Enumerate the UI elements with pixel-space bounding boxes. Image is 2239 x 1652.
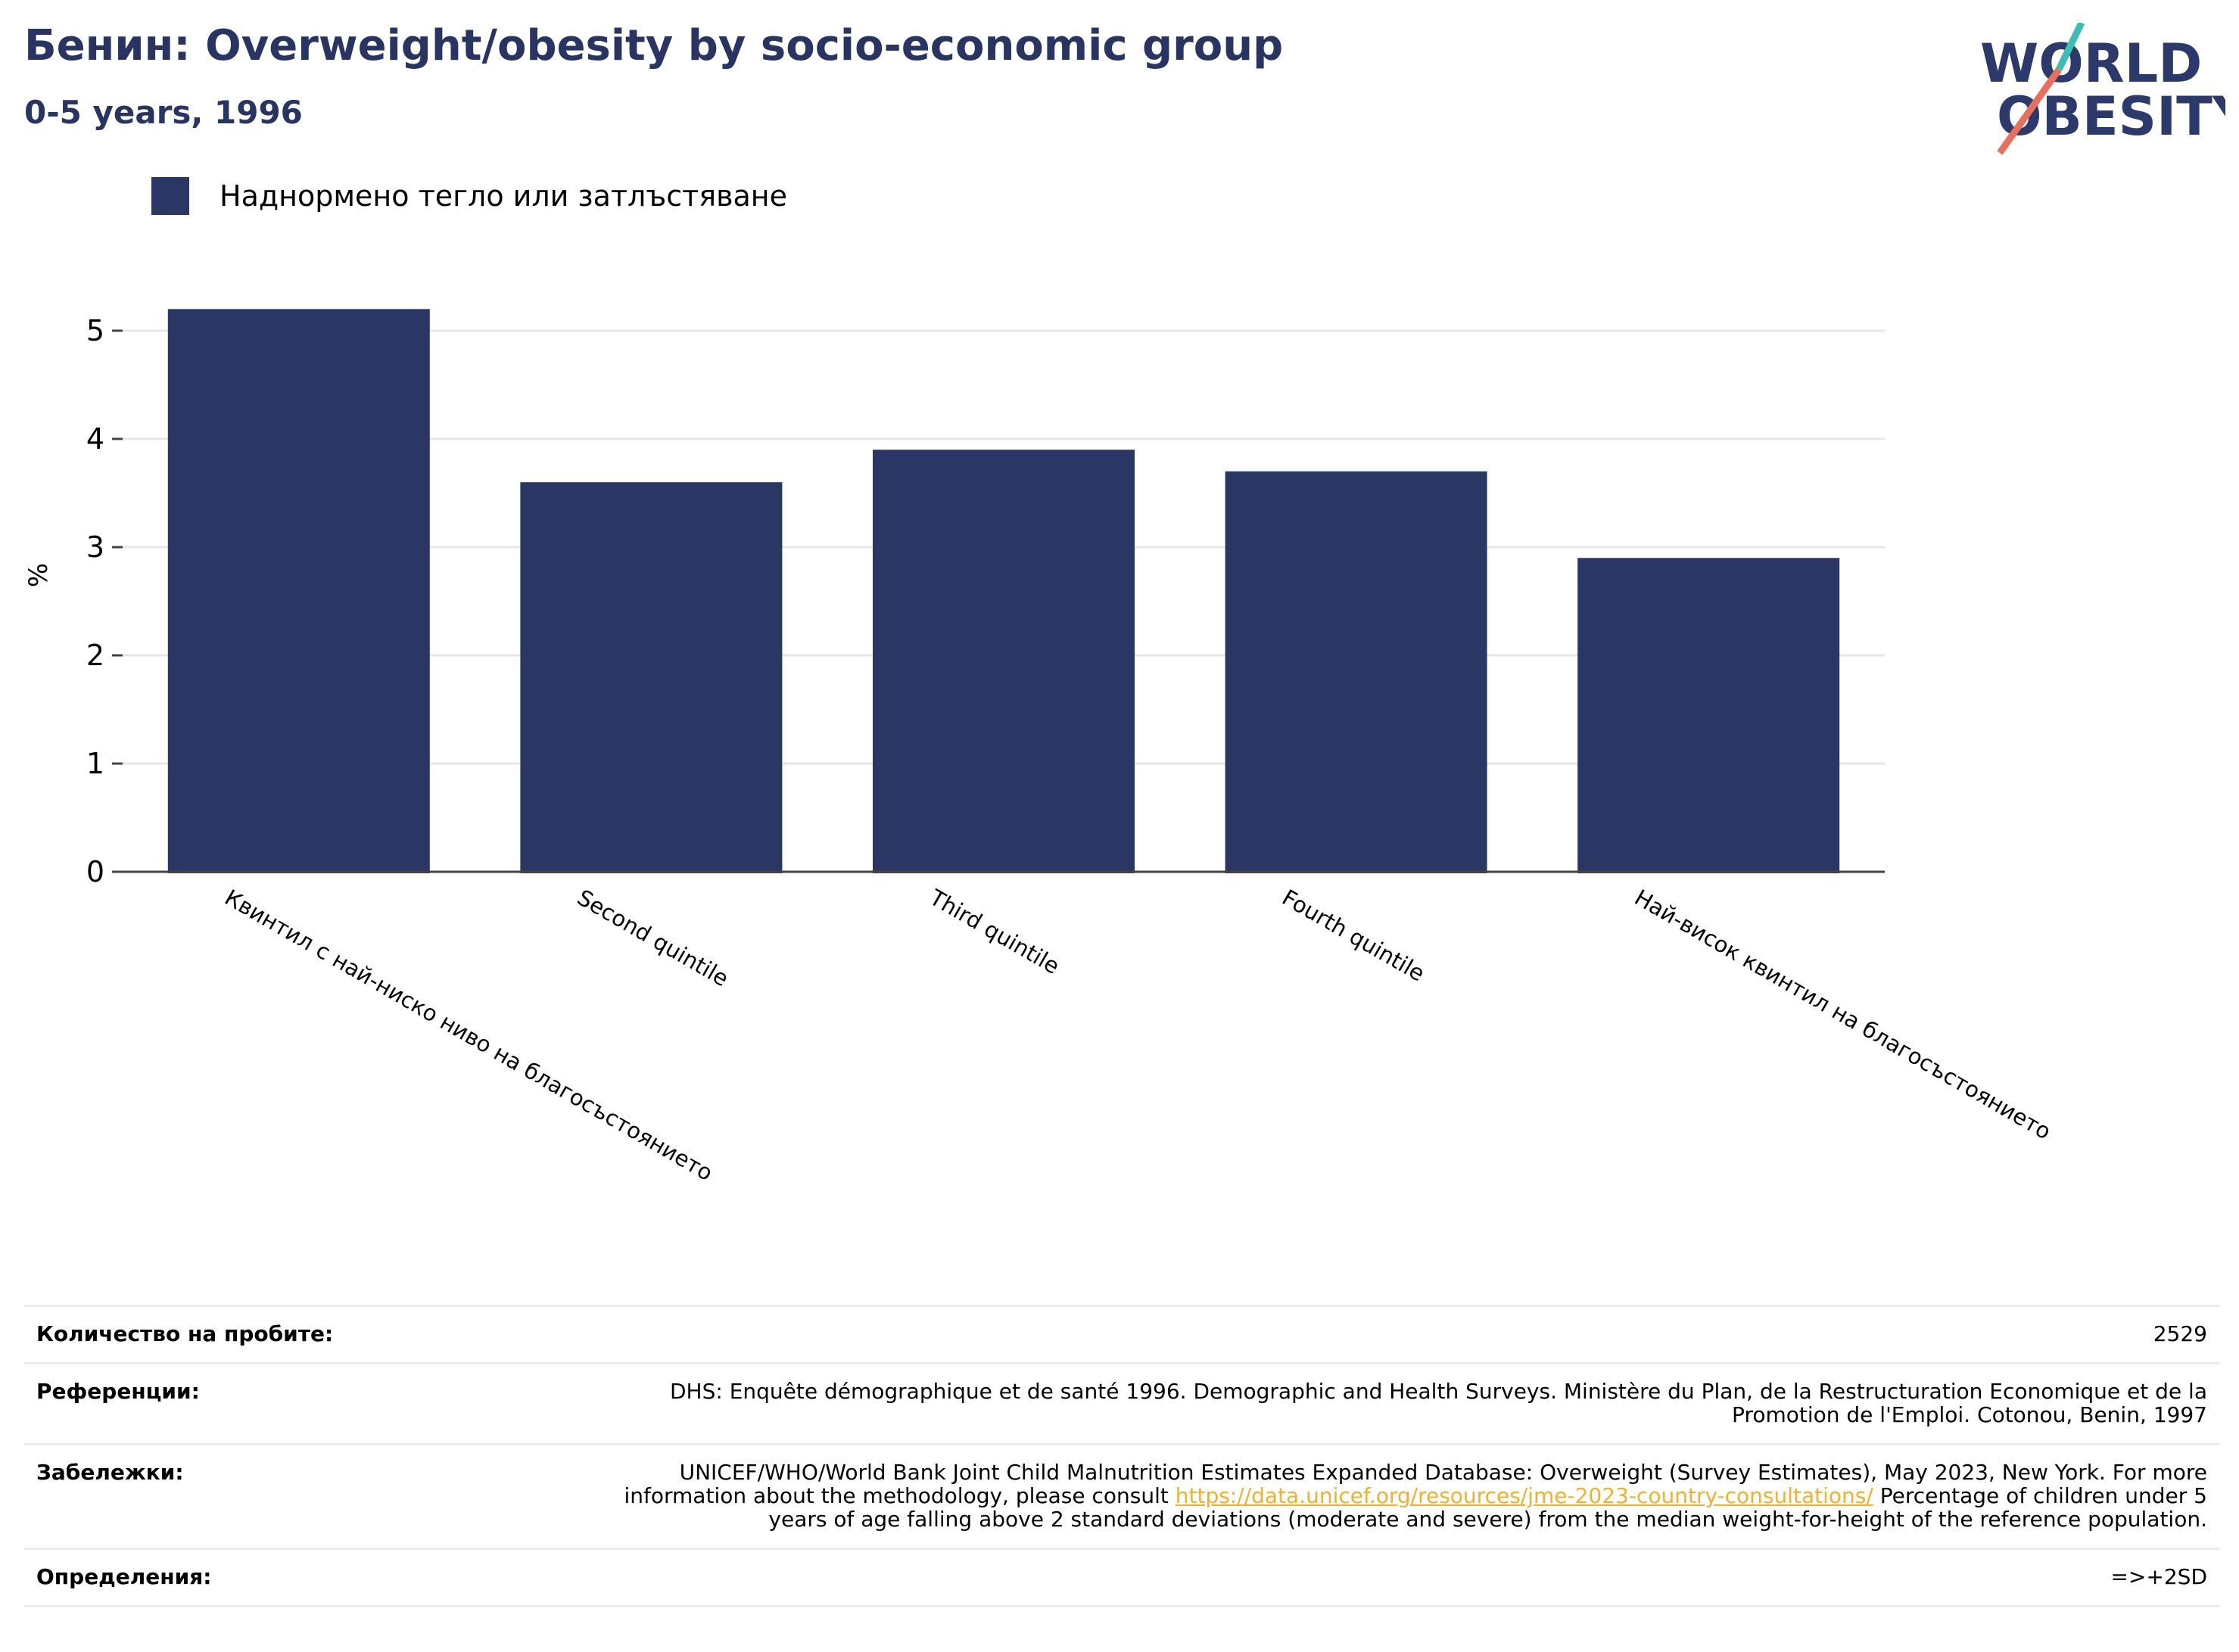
chart-subtitle: 0-5 years, 1996 [24, 94, 303, 131]
bars [167, 309, 1840, 873]
methodology-link[interactable]: https://data.unicef.org/resources/jme-20… [1175, 1483, 1873, 1508]
y-tick-label: 1 [86, 747, 104, 780]
y-axis-ticks: 0 1 2 3 4 5 [86, 314, 123, 888]
bar[interactable] [1577, 558, 1840, 873]
info-key: Референции: [24, 1362, 578, 1445]
legend-label: Наднормено тегло или затлъстяване [220, 179, 787, 213]
logo-line-1: WORLD [1980, 33, 2202, 95]
info-key: Определения: [24, 1548, 578, 1607]
info-value: 2529 [578, 1305, 2219, 1364]
bar[interactable] [1225, 471, 1487, 873]
y-tick-label: 5 [86, 314, 104, 347]
info-key: Забележки: [24, 1443, 578, 1550]
y-tick-label: 3 [86, 530, 104, 564]
info-table: Количество на пробите: 2529 Референции: … [24, 1305, 2219, 1607]
bar[interactable] [520, 482, 783, 873]
notes-text-after: Percentage of children under 5 years of … [768, 1483, 2207, 1532]
info-value: UNICEF/WHO/World Bank Joint Child Malnut… [578, 1443, 2219, 1550]
info-row-sample-size: Количество на пробите: 2529 [24, 1305, 2219, 1364]
x-axis-labels: Квинтил с най-ниско ниво на благосъстоян… [220, 884, 2055, 1186]
x-category-label: Third quintile [925, 884, 1064, 979]
chart-title: Бенин: Overweight/obesity by socio-econo… [24, 21, 1284, 70]
bar[interactable] [167, 309, 430, 873]
y-tick-label: 2 [86, 639, 104, 672]
info-value: =>+2SD [578, 1548, 2219, 1607]
logo-line-2: OBESITY [1997, 86, 2225, 148]
x-category-label: Second quintile [573, 885, 733, 992]
info-row-references: Референции: DHS: Enquête démographique e… [24, 1362, 2219, 1445]
info-row-notes: Забележки: UNICEF/WHO/World Bank Joint C… [24, 1443, 2219, 1550]
info-row-definitions: Определения: =>+2SD [24, 1548, 2219, 1607]
info-key: Количество на пробите: [24, 1305, 578, 1364]
x-category-label: Fourth quintile [1278, 885, 1429, 987]
legend: Наднормено тегло или затлъстяване [151, 177, 787, 215]
info-value: DHS: Enquête démographique et de santé 1… [578, 1362, 2219, 1445]
bar[interactable] [873, 450, 1135, 873]
world-obesity-logo: WORLD OBESITY [1980, 23, 2225, 155]
x-category-label: Най-висок квинтил на благосъстоянието [1630, 885, 2056, 1145]
y-tick-label: 4 [86, 422, 104, 456]
legend-swatch [151, 177, 189, 215]
y-axis-label: % [23, 563, 54, 587]
y-tick-label: 0 [86, 855, 104, 888]
bar-chart: 0 1 2 3 4 5 Квинтил с най-ниско ниво на благо… [23, 309, 2055, 1186]
notes-text-before: UNICEF/WHO/World Bank Joint Child Malnut… [624, 1460, 2208, 1508]
